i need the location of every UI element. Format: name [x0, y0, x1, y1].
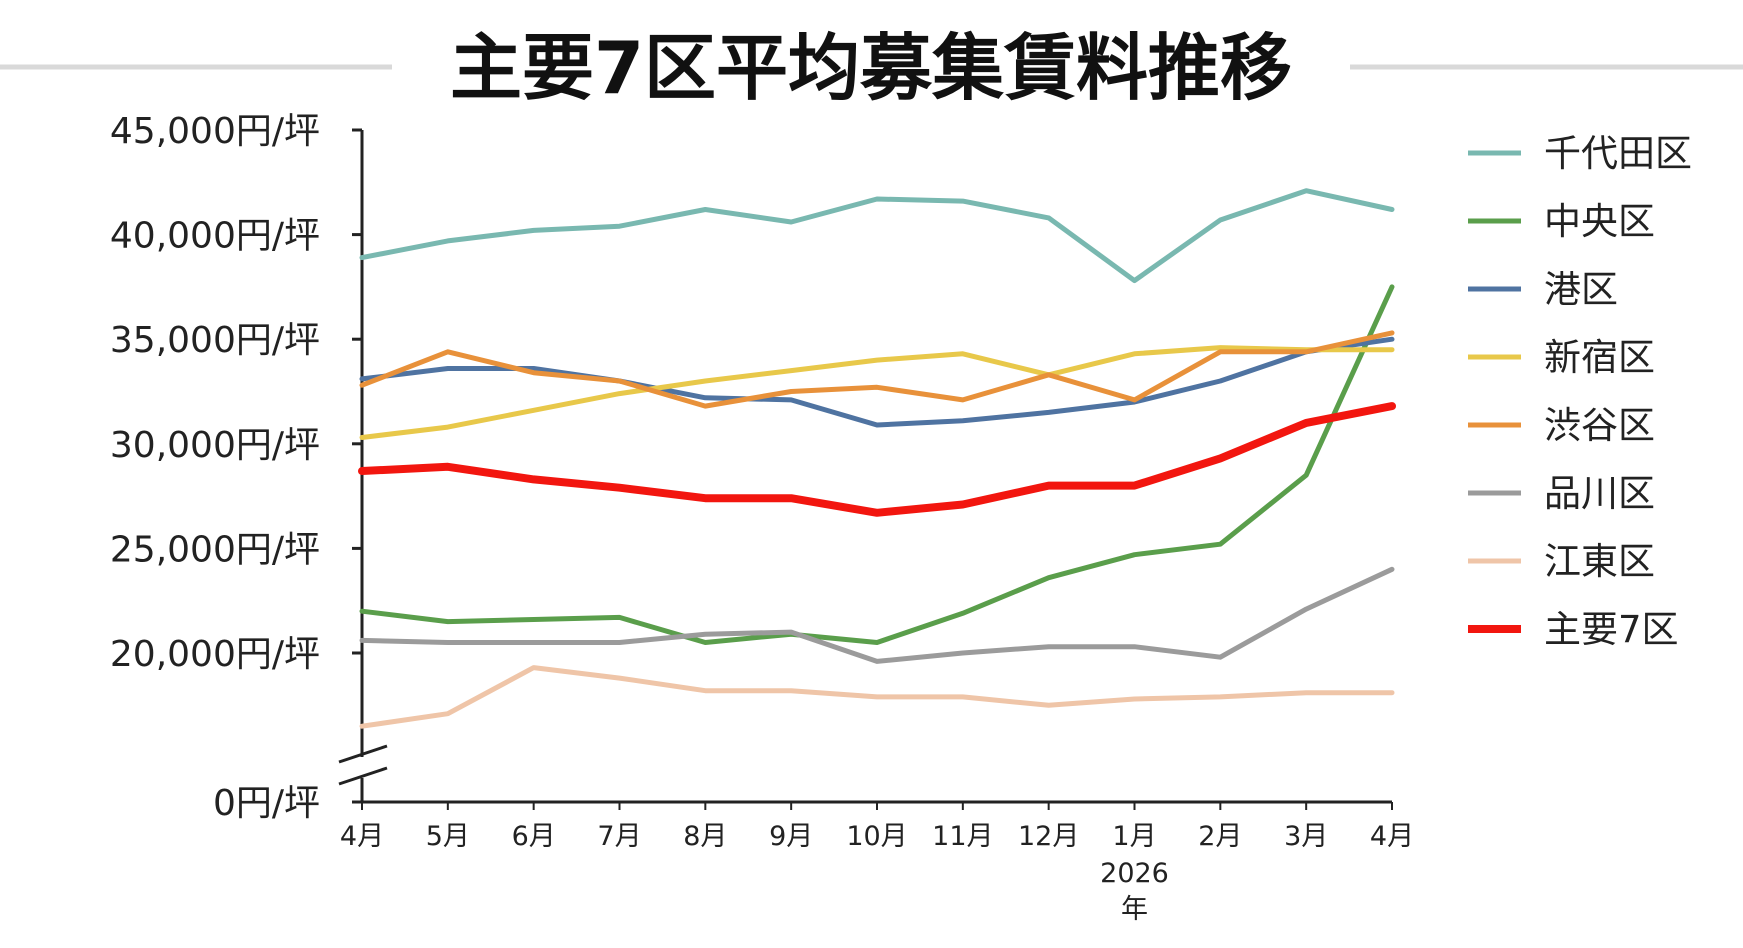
- x-tick-label: 3月: [1284, 821, 1328, 852]
- series-line-2: [359, 336, 1395, 428]
- series-line-0: [359, 188, 1395, 284]
- series-line-4: [359, 330, 1395, 409]
- chart-title: 主要7区平均募集賃料推移: [450, 26, 1292, 110]
- series-line-3: [359, 345, 1395, 440]
- series-line-7: [358, 402, 1396, 517]
- y-tick-label: 30,000円/坪: [110, 425, 320, 466]
- legend-label: 港区: [1544, 268, 1618, 311]
- series-line-1: [359, 284, 1395, 645]
- y-tick-label: 35,000円/坪: [110, 320, 320, 361]
- y-axis: 0円/坪 20,000円/坪 25,000円/坪 30,000円/坪 35,000円/坪…: [110, 111, 388, 824]
- series-line-5: [359, 566, 1395, 664]
- y-tick-label: 40,000円/坪: [110, 216, 320, 257]
- x-tick-label: 9月: [769, 821, 813, 852]
- axis-break-mark: [338, 744, 388, 764]
- x-axis: 4月 5月 6月 7月 8月 9月 10月 11月 12月 1月 2月 3月 4月 2026 年: [340, 800, 1414, 925]
- x-tick-label: 8月: [683, 821, 727, 852]
- x-year-label: 年: [1121, 894, 1148, 925]
- x-tick-label: 5月: [426, 821, 470, 852]
- x-tick-label: 11月: [932, 821, 993, 852]
- series-line-6: [359, 665, 1395, 729]
- x-tick-label: 6月: [512, 821, 556, 852]
- legend-label: 中央区: [1544, 200, 1655, 243]
- x-tick-label: 1月: [1112, 821, 1156, 852]
- legend-label: 千代田区: [1544, 132, 1692, 175]
- legend-label: 主要7区: [1544, 608, 1679, 651]
- x-tick-label: 10月: [846, 821, 907, 852]
- axis-break-mark: [338, 766, 388, 786]
- x-tick-label: 7月: [597, 821, 641, 852]
- legend-label: 渋谷区: [1544, 404, 1655, 447]
- legend-label: 品川区: [1544, 472, 1655, 515]
- y-tick-label: 25,000円/坪: [110, 529, 320, 570]
- y-tick-label: 20,000円/坪: [110, 634, 320, 675]
- series-layer: [358, 188, 1396, 729]
- x-tick-label: 12月: [1018, 821, 1079, 852]
- x-tick-label: 4月: [1370, 821, 1414, 852]
- x-tick-label: 2月: [1198, 821, 1242, 852]
- x-year-label: 2026: [1100, 858, 1169, 889]
- y-tick-label: 45,000円/坪: [110, 111, 320, 152]
- x-tick-label: 4月: [340, 821, 384, 852]
- legend-label: 江東区: [1544, 540, 1655, 583]
- legend-label: 新宿区: [1544, 336, 1655, 379]
- y-tick-label: 0円/坪: [213, 783, 320, 824]
